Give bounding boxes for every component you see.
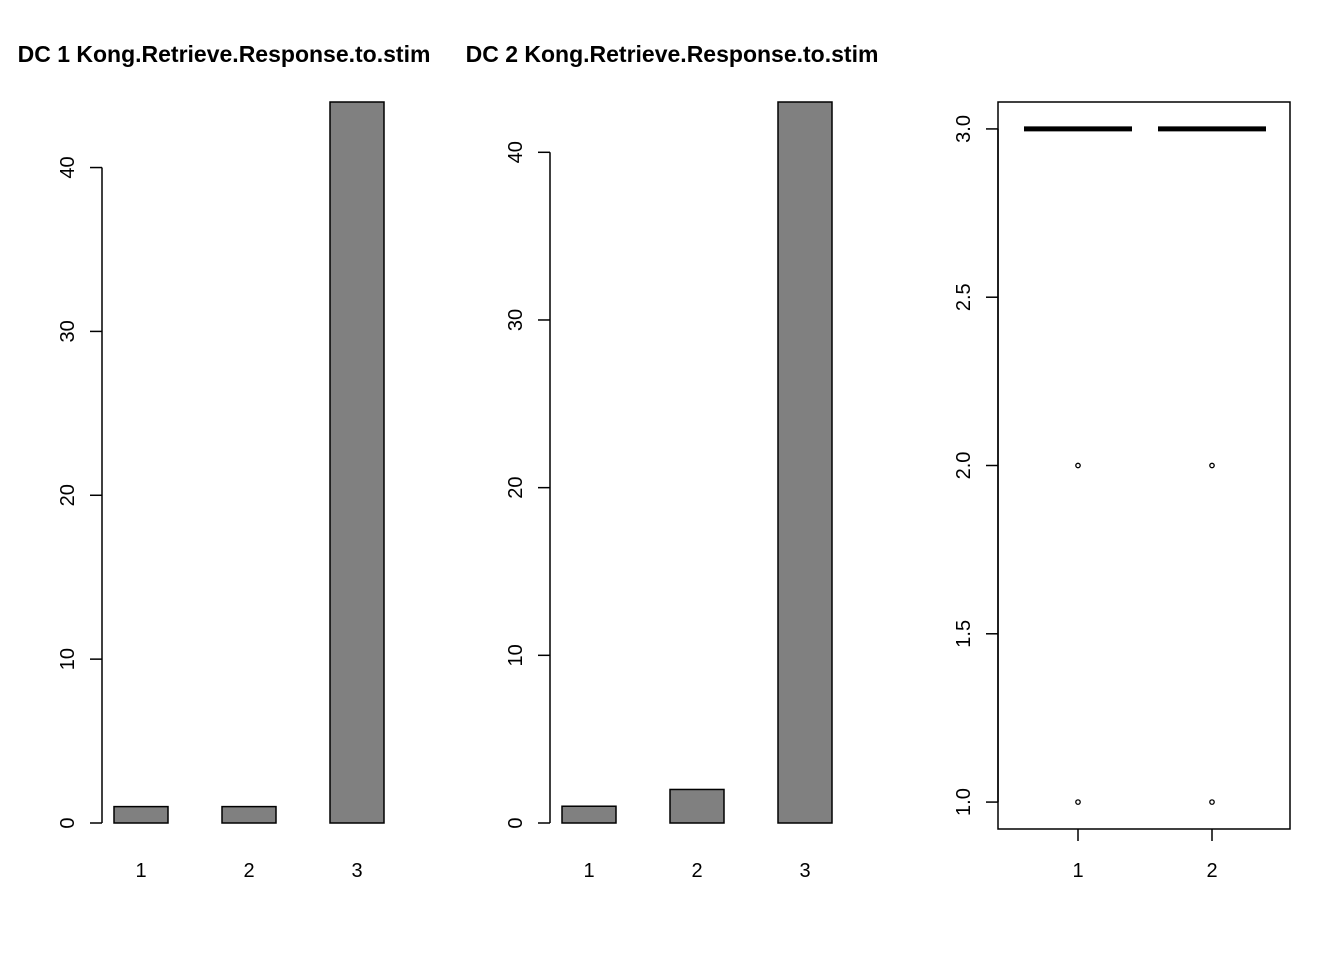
y-tick-label: 2.0 bbox=[953, 452, 975, 480]
y-tick-label: 20 bbox=[505, 477, 527, 499]
x-tick-label: 3 bbox=[351, 860, 362, 882]
outlier-point bbox=[1209, 799, 1215, 805]
bar bbox=[561, 805, 617, 824]
bar bbox=[669, 788, 725, 824]
y-tick-label: 0 bbox=[57, 817, 79, 828]
chart-title-dc1: DC 1 Kong.Retrieve.Response.to.stim bbox=[18, 41, 431, 67]
chart-title-dc2: DC 2 Kong.Retrieve.Response.to.stim bbox=[466, 41, 879, 67]
x-tick-label: 1 bbox=[583, 860, 594, 882]
y-tick-label: 10 bbox=[505, 644, 527, 666]
bar bbox=[221, 805, 277, 824]
outlier-point bbox=[1075, 799, 1081, 805]
y-tick-label: 1.0 bbox=[953, 788, 975, 816]
outlier-point bbox=[1075, 462, 1081, 469]
y-tick-label: 30 bbox=[505, 309, 527, 331]
y-axis-box: 1.0 1.5 2.0 2.5 3.0 bbox=[953, 115, 999, 816]
box-plot: 1.0 1.5 2.0 2.5 3.0 1 2 bbox=[953, 101, 1291, 882]
y-tick-label: 40 bbox=[57, 156, 79, 178]
x-tick-label: 2 bbox=[1206, 860, 1217, 882]
y-axis-dc2: 0 10 20 30 40 bbox=[505, 141, 551, 829]
x-tick-label: 3 bbox=[799, 860, 810, 882]
bar-chart-dc1: DC 1 Kong.Retrieve.Response.to.stim 0 10 2… bbox=[18, 41, 431, 882]
x-axis-dc1: 1 2 3 bbox=[135, 860, 362, 882]
bar-chart-dc2: DC 2 Kong.Retrieve.Response.to.stim 0 10 2… bbox=[466, 41, 879, 882]
bar bbox=[777, 101, 833, 824]
bar bbox=[113, 805, 169, 824]
x-tick-label: 2 bbox=[691, 860, 702, 882]
y-tick-label: 30 bbox=[57, 320, 79, 342]
x-axis-box: 1 2 bbox=[1072, 829, 1218, 882]
y-tick-label: 3.0 bbox=[953, 115, 975, 143]
x-tick-label: 2 bbox=[243, 860, 254, 882]
y-tick-label: 10 bbox=[57, 648, 79, 670]
bar-group-dc2 bbox=[561, 101, 833, 824]
bar bbox=[329, 101, 385, 824]
y-tick-label: 20 bbox=[57, 484, 79, 506]
bar-group-dc1 bbox=[113, 101, 385, 824]
x-axis-dc2: 1 2 3 bbox=[583, 860, 810, 882]
y-tick-label: 2.5 bbox=[953, 283, 975, 311]
outlier-point bbox=[1209, 462, 1215, 469]
y-tick-label: 0 bbox=[505, 817, 527, 828]
box-group bbox=[1024, 126, 1266, 805]
y-axis-dc1: 0 10 20 30 40 bbox=[57, 156, 103, 829]
x-tick-label: 1 bbox=[135, 860, 146, 882]
y-tick-label: 1.5 bbox=[953, 620, 975, 648]
x-tick-label: 1 bbox=[1072, 860, 1083, 882]
y-tick-label: 40 bbox=[505, 141, 527, 163]
